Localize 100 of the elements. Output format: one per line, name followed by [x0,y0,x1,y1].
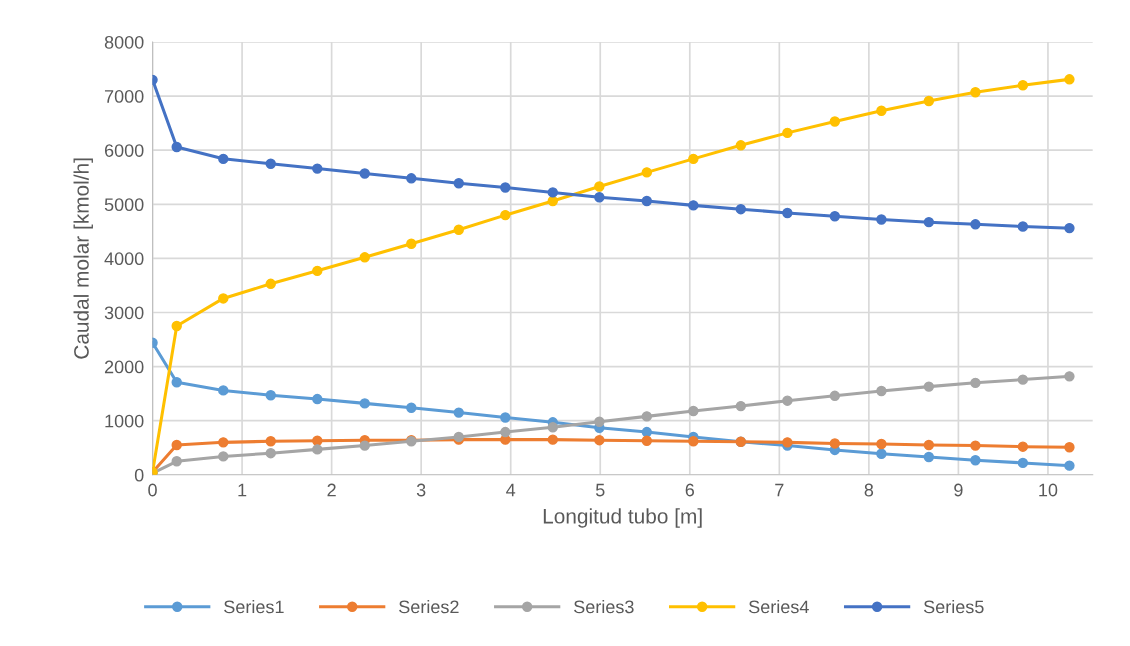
point [171,456,182,467]
point [218,437,229,448]
point [923,95,935,107]
point [970,219,981,230]
point [641,426,653,438]
point [594,416,605,427]
point [1064,371,1075,382]
point [782,127,793,139]
point [453,224,464,235]
x-tick-label: 3 [416,483,426,497]
point [218,451,229,462]
point [406,402,417,413]
point [970,454,981,466]
point [735,400,747,412]
y-tick-label: 0 [134,468,144,482]
point [171,439,182,451]
point [500,182,511,193]
x-axis-title: Longitud tubo [m] [543,508,702,528]
point [406,238,417,250]
point [782,395,793,406]
point [876,448,887,459]
point [1017,374,1029,385]
point [829,210,841,222]
point [171,141,182,153]
point [265,158,276,169]
point [641,435,653,446]
point [970,377,981,389]
point [312,163,323,174]
point [923,216,935,228]
point [312,435,323,446]
point [359,440,370,451]
point [453,177,464,189]
point [594,192,605,203]
point [829,116,841,127]
point [876,105,887,116]
point [359,252,370,263]
point [1017,457,1029,469]
point [1064,74,1075,85]
x-tick-label: 5 [595,483,605,497]
point [312,444,323,455]
x-tick-label: 6 [685,483,695,497]
point [970,440,981,451]
legend-label: Series1 [224,600,284,614]
y-tick-label: 8000 [104,35,144,49]
point [829,438,841,449]
point [1064,442,1075,453]
y-tick-label: 6000 [104,144,144,157]
x-tick-label: 8 [864,483,874,497]
point [500,209,511,221]
point [312,393,323,405]
x-tick-label: 10 [1039,483,1058,497]
point [218,153,229,165]
point [688,153,699,165]
point [171,320,182,332]
point [547,187,558,198]
point [970,87,981,98]
point [547,421,558,433]
x-tick-label: 4 [506,483,516,497]
point [500,426,511,438]
point [876,385,887,397]
y-tick-label: 3000 [104,306,144,320]
point [1017,80,1029,91]
point [735,140,747,151]
point [1017,441,1029,452]
point [359,398,370,409]
y-tick-label: 5000 [104,198,144,212]
y-tick-label: 1000 [105,414,144,428]
x-tick-label: 1 [238,483,247,497]
point [265,447,276,459]
point [500,412,511,423]
point [688,200,699,211]
point [782,207,793,219]
point [312,265,323,277]
point [688,436,699,447]
point [406,173,417,184]
point [218,293,229,304]
point [265,278,276,290]
y-tick-label: 7000 [104,90,144,103]
x-tick-label: 0 [148,483,157,497]
point [265,436,276,447]
point [688,405,699,417]
point [876,438,887,450]
point [359,168,370,179]
point [265,390,276,401]
point [547,434,558,445]
legend-label: Series2 [399,600,459,614]
y-tick-label: 4000 [104,252,144,266]
point [829,390,841,402]
point [923,451,935,463]
legend-label: Series5 [923,600,984,614]
point [923,381,935,392]
point [876,214,887,225]
y-axis-title: Caudal molar [kmol/h] [73,158,93,359]
x-tick-label: 9 [954,483,963,497]
point [641,195,653,207]
point [594,181,605,192]
point [1064,460,1075,471]
point [1017,221,1029,232]
point [171,377,182,388]
point [641,411,653,422]
